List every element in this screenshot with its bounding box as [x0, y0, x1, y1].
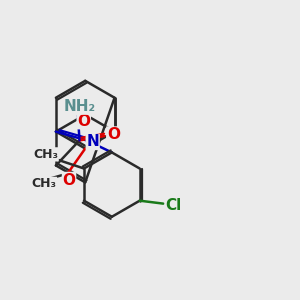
Text: NH₂: NH₂	[63, 99, 95, 114]
Text: CH₃: CH₃	[32, 177, 56, 190]
Text: O: O	[77, 114, 90, 129]
Text: Cl: Cl	[165, 198, 182, 213]
Text: CH₃: CH₃	[33, 148, 58, 161]
Text: O: O	[107, 127, 120, 142]
Text: O: O	[62, 172, 76, 188]
Text: N: N	[86, 134, 99, 149]
